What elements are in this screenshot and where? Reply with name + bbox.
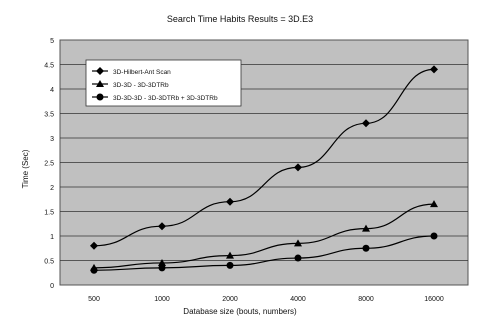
y-tick-label: 3.5 [44,112,54,119]
legend-box [85,59,242,107]
y-tick-label: 2.5 [44,161,54,168]
data-point [226,261,234,269]
series-line [93,203,435,269]
data-point [294,254,302,262]
data-point [226,197,234,206]
data-point [294,239,302,247]
legend-marker [96,80,104,87]
y-tick-label: 2 [50,185,54,192]
x-tick-label: 4000 [290,296,306,303]
data-point [362,119,370,128]
legend-label: 3D-3D - 3D-3DTRb [113,82,169,89]
legend-marker [96,93,104,101]
x-tick-label: 1000 [154,296,170,303]
y-tick-label: 5 [50,38,54,45]
series-layer [90,65,438,274]
series-1 [90,65,438,250]
data-point [294,163,302,172]
x-tick-label: 8000 [358,296,374,303]
y-tick-label: 3 [50,136,54,143]
legend-label: 3D-Hilbert-Ant Scan [113,69,171,76]
legend-label: 3D-3D-3D - 3D-3DTRb + 3D-3DTRb [113,95,218,102]
x-axis-ticks: 500 1000 2000 4000 8000 16000 [88,296,444,303]
data-point [430,65,438,74]
y-axis-ticks: 0 0.5 1 1.5 2 2.5 3 3.5 4 4.5 5 [44,38,54,290]
x-tick-label: 500 [88,296,100,303]
legend: 3D-Hilbert-Ant Scan 3D-3D - 3D-3DTRb 3D-3D… [85,59,242,107]
x-axis-label: Database size (bouts, numbers) [183,307,297,316]
legend-marker [96,67,104,75]
x-tick-label: 2000 [222,296,238,303]
y-tick-label: 4.5 [44,63,54,70]
data-point [158,264,166,272]
y-tick-label: 1.5 [44,210,54,217]
data-point [90,266,98,274]
data-point [430,232,438,240]
data-point [362,244,370,252]
data-point [226,251,234,259]
data-point [362,224,370,232]
y-axis-label: Time (Sec) [21,149,30,188]
data-point [90,241,98,250]
data-point [158,258,166,266]
data-point [430,200,438,208]
y-tick-label: 4 [50,87,54,94]
data-point [158,222,166,231]
x-tick-label: 16000 [424,296,444,303]
series-line [93,235,435,271]
y-tick-label: 0 [50,283,54,290]
chart-title: Search Time Habits Results = 3D.E3 [167,14,313,24]
y-tick-label: 1 [50,234,54,241]
y-tick-label: 0.5 [44,259,54,266]
series-3 [90,232,438,274]
